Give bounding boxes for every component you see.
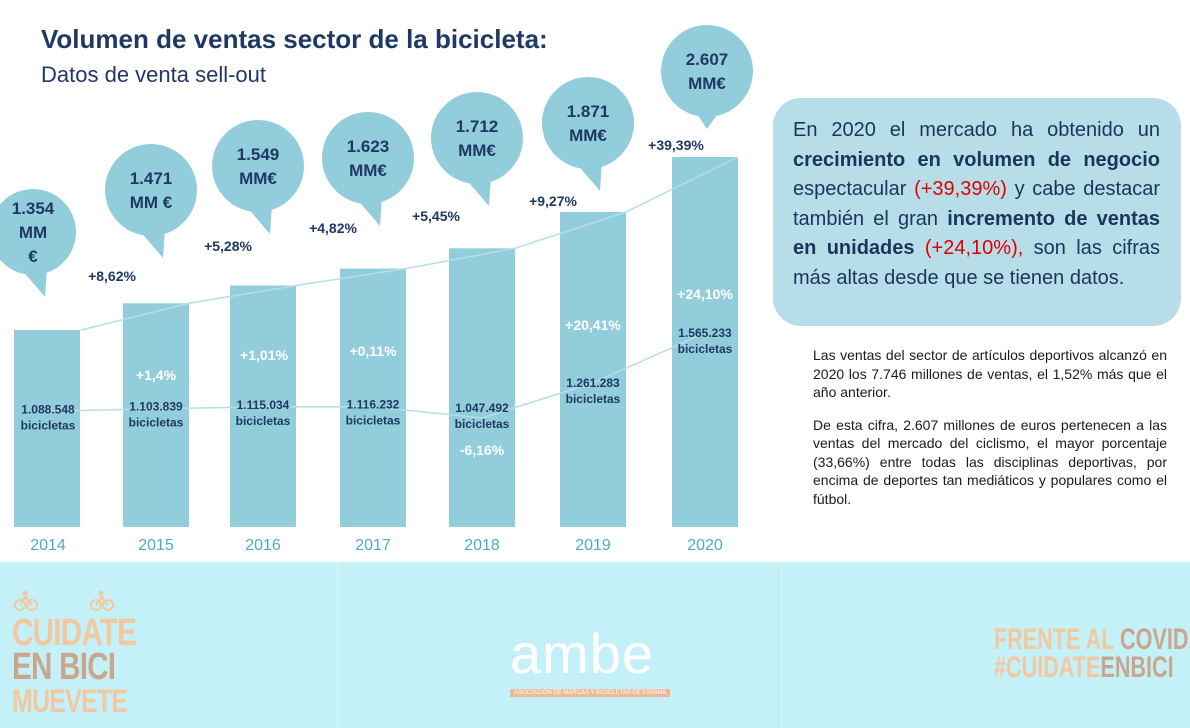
units-suffix-label: bicicletas <box>455 417 510 431</box>
bar <box>560 212 626 527</box>
logo-line: CUIDATE <box>12 612 137 654</box>
units-label: 1.261.283 <box>566 376 620 390</box>
bicycle-icon <box>14 590 114 611</box>
bar <box>449 248 515 527</box>
highlight-callout: En 2020 el mercado ha obtenido un crecim… <box>773 98 1181 326</box>
callout-highlight: (+24,10%), <box>924 237 1024 259</box>
logo-line: #CUIDATEENBICI <box>994 651 1190 684</box>
logo-line: FRENTE AL COVID19 <box>994 623 1190 656</box>
chart-subtitle: Datos de venta sell-out <box>41 62 267 87</box>
callout-text: son las cifras más altas desde que se ti… <box>793 237 1160 289</box>
value-trend-line <box>80 156 739 331</box>
value-label: MM€ <box>458 141 496 160</box>
value-growth-label: +39,39% <box>648 137 704 153</box>
value-label: MM€ <box>349 161 387 180</box>
value-label: € <box>28 247 38 266</box>
callout-text: y cabe destacar también el gran <box>793 178 1160 230</box>
year-tick-label: 2018 <box>464 537 500 554</box>
value-growth-label: +5,28% <box>204 238 252 254</box>
units-suffix-label: bicicletas <box>236 414 291 428</box>
value-bubble <box>542 77 634 169</box>
value-bubble <box>322 112 414 204</box>
value-label: MM€ <box>688 74 726 93</box>
value-label: MM € <box>130 193 173 212</box>
units-label: 1.047.492 <box>455 401 509 415</box>
value-growth-label: +8,62% <box>88 268 136 284</box>
year-tick-label: 2016 <box>245 537 281 554</box>
value-bubble <box>0 189 76 275</box>
units-growth-label: +20,41% <box>565 317 621 333</box>
logo-text: ENBICI <box>1100 651 1174 684</box>
year-tick-label: 2017 <box>355 537 391 554</box>
value-growth-label: +4,82% <box>309 220 357 236</box>
units-growth-label: +24,10% <box>677 286 733 302</box>
chart-title: Volumen de ventas sector de la bicicleta… <box>41 24 548 54</box>
value-label: 1.354 <box>12 199 55 218</box>
units-trend-line <box>47 332 706 419</box>
value-label: 1.871 <box>567 102 610 121</box>
ambe-logo: ambe ASOCIACIÓN DE MARCAS Y BICICLETAS D… <box>510 622 671 699</box>
logo-text: FRENTE AL <box>994 623 1121 656</box>
notes-text: Las ventas del sector de artículos depor… <box>813 346 1167 522</box>
units-suffix-label: bicicletas <box>21 418 76 432</box>
year-tick-label: 2015 <box>138 537 174 554</box>
callout-text: En 2020 el mercado ha obtenido un <box>793 119 1160 141</box>
logo-line: EN BICI <box>12 646 116 688</box>
year-tick-label: 2014 <box>30 537 66 554</box>
value-bubble <box>212 120 304 212</box>
year-tick-label: 2020 <box>687 537 723 554</box>
value-label: 1.549 <box>237 145 280 164</box>
units-growth-label: -6,16% <box>460 442 505 458</box>
value-label: 1.623 <box>347 137 390 156</box>
units-label: 1.565.233 <box>678 326 732 340</box>
logo-line: MUEVETE <box>12 683 128 719</box>
value-growth-label: +5,45% <box>412 208 460 224</box>
footer-divider <box>337 562 338 728</box>
units-growth-label: +0,11% <box>349 343 397 359</box>
callout-text <box>915 237 925 259</box>
value-label: MM€ <box>239 169 277 188</box>
callout-bold: incremento de ventas en unidades <box>793 207 1161 260</box>
logo-text: #CUIDATE <box>994 651 1101 684</box>
callout-bold: crecimiento en volumen de negocio <box>793 148 1160 171</box>
value-label: 1.471 <box>130 169 173 188</box>
units-label: 1.103.839 <box>129 400 183 414</box>
value-label: 2.607 <box>686 50 729 69</box>
units-suffix-label: bicicletas <box>566 392 621 406</box>
callout-highlight: (+39,39%) <box>914 178 1007 200</box>
units-growth-label: +1,01% <box>240 347 288 363</box>
notes-paragraph: Las ventas del sector de artículos depor… <box>813 347 1167 400</box>
units-suffix-label: bicicletas <box>678 342 733 356</box>
units-suffix-label: bicicletas <box>129 416 184 430</box>
bar <box>123 303 189 527</box>
footer-banner: CUIDATE EN BICI MUEVETE ambe ASOCIACIÓN … <box>0 562 1190 728</box>
value-growth-label: +9,27% <box>529 193 577 209</box>
value-bubble <box>105 144 197 236</box>
value-label: MM€ <box>569 126 607 145</box>
footer-divider <box>781 562 782 728</box>
frente-covid-logo: FRENTE AL COVID19 #CUIDATEENBICI <box>994 623 1190 684</box>
notes-paragraph: De esta cifra, 2.607 millones de euros p… <box>813 416 1167 507</box>
callout-text: espectacular <box>793 178 915 200</box>
value-bubble <box>661 25 753 117</box>
units-suffix-label: bicicletas <box>346 414 401 428</box>
bar <box>14 330 80 527</box>
units-label: 1.088.548 <box>21 402 75 416</box>
value-label: 1.712 <box>456 117 499 136</box>
cuidate-en-bici-logo: CUIDATE EN BICI MUEVETE <box>12 588 142 718</box>
year-tick-label: 2019 <box>575 537 611 554</box>
bar <box>340 268 406 527</box>
units-label: 1.115.034 <box>237 398 290 412</box>
units-label: 1.116.232 <box>347 398 400 412</box>
ambe-tagline: ASOCIACIÓN DE MARCAS Y BICICLETAS DE ESP… <box>510 689 671 697</box>
value-label: MM <box>19 223 47 242</box>
ambe-wordmark: ambe <box>510 622 655 685</box>
logo-text: COVID19 <box>1120 623 1190 656</box>
value-bubble <box>431 92 523 184</box>
units-growth-label: +1,4% <box>136 367 177 383</box>
